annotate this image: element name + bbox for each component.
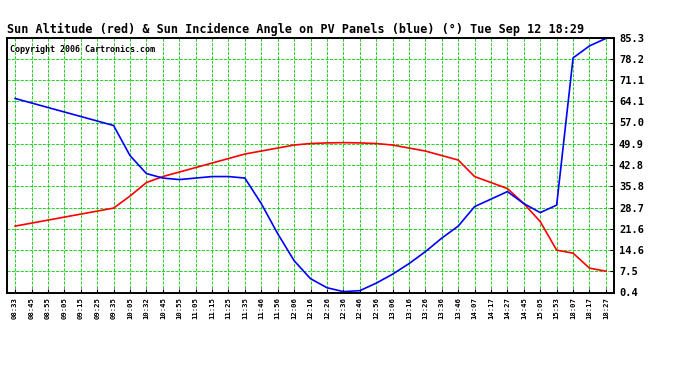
Text: Sun Altitude (red) & Sun Incidence Angle on PV Panels (blue) (°) Tue Sep 12 18:2: Sun Altitude (red) & Sun Incidence Angle… — [7, 23, 584, 36]
Text: Copyright 2006 Cartronics.com: Copyright 2006 Cartronics.com — [10, 45, 155, 54]
